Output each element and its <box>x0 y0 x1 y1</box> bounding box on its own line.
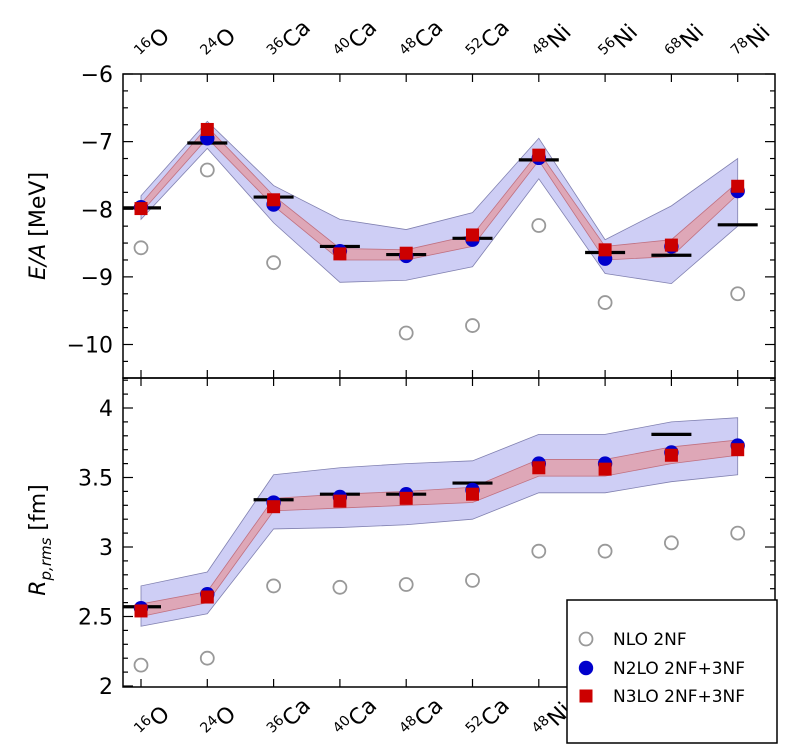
top-n3lo-point <box>267 193 281 207</box>
top-nlo-point <box>730 286 746 302</box>
top-n3lo-point <box>134 202 148 216</box>
bottom-n3lo-point <box>731 443 745 457</box>
top-y-axis-title: E/A [MeV] <box>26 172 51 280</box>
top-n3lo-point <box>731 179 745 193</box>
bottom-n3lo-point <box>333 494 347 508</box>
top-n3lo-point <box>598 243 612 257</box>
top-y-tick-label: −10 <box>67 334 113 359</box>
top-bands <box>140 120 739 285</box>
bottom-nlo-point <box>465 572 480 588</box>
top-n3lo-point <box>200 122 214 136</box>
legend: NLO 2NF N2LO 2NF+3NF N3LO 2NF+3NF <box>566 599 778 744</box>
top-nucleus-label: 56Ni <box>595 19 643 67</box>
bottom-y-tick-label: 2.5 <box>78 606 113 631</box>
top-data-marks <box>123 122 758 341</box>
top-nucleus-label: 52Ca <box>463 14 515 66</box>
top-n3lo-point <box>333 247 347 261</box>
top-nlo-point <box>531 218 547 233</box>
top-nucleus-label: 40Ca <box>330 14 382 66</box>
bottom-y-tick-label: 2 <box>99 675 113 700</box>
legend-label: N3LO 2NF+3NF <box>613 687 745 707</box>
top-n3lo-point <box>664 238 678 252</box>
bottom-nlo-point <box>664 535 679 551</box>
bands-layer <box>140 120 739 627</box>
bottom-n3lo-point <box>399 491 413 505</box>
bottom-nucleus-label: 40Ca <box>330 692 382 744</box>
top-y-tick-label: −6 <box>81 63 113 88</box>
top-nlo-point <box>133 240 149 256</box>
bottom-y-tick-label: 3 <box>99 536 113 561</box>
legend-box <box>566 599 778 744</box>
top-n3lo-point <box>399 246 413 260</box>
bottom-nlo-point <box>730 525 746 541</box>
top-n3lo-point <box>466 228 479 242</box>
top-nlo-point <box>465 318 480 333</box>
legend-marker-n3lo <box>579 689 593 703</box>
top-nucleus-label: 48Ni <box>529 19 577 67</box>
top-nlo-point <box>597 295 613 310</box>
top-nlo-point <box>199 162 215 178</box>
top-nucleus-label: 36Ca <box>264 14 316 66</box>
bottom-nlo-point <box>332 579 348 595</box>
top-y-tick-label: −9 <box>81 266 113 291</box>
bottom-nlo-point <box>199 650 215 666</box>
bottom-nlo-point <box>133 657 149 673</box>
bottom-n3lo-point <box>532 461 546 475</box>
bottom-n3lo-point <box>200 590 214 604</box>
bottom-nlo-point <box>531 543 547 559</box>
top-nucleus-label: 16O <box>131 22 175 66</box>
bottom-nlo-point <box>597 543 613 559</box>
legend-label: NLO 2NF <box>613 630 687 650</box>
bottom-nucleus-label: 16O <box>131 700 175 744</box>
bottom-n3lo-point <box>267 500 281 514</box>
top-nlo-point <box>398 325 414 341</box>
top-y-tick-label: −7 <box>81 131 113 156</box>
legend-marker-nlo <box>578 631 594 647</box>
bottom-n3lo-point <box>664 448 678 462</box>
bottom-n3lo-point <box>134 604 148 618</box>
bottom-data-marks <box>123 432 746 673</box>
bottom-nucleus-label: 52Ca <box>463 692 515 744</box>
top-nucleus-label: 68Ni <box>662 19 710 67</box>
bottom-nlo-point <box>398 577 414 592</box>
bottom-n2lo-uncertainty-band <box>140 417 739 627</box>
top-nucleus-label: 24O <box>197 22 241 66</box>
top-nucleus-label: 78Ni <box>728 19 776 67</box>
bottom-nucleus-label: 48Ca <box>396 692 448 744</box>
top-n3lo-point <box>532 148 546 162</box>
top-y-tick-label: −8 <box>81 198 113 223</box>
top-n2lo-uncertainty-band <box>140 120 739 285</box>
legend-marker-n2lo <box>578 660 594 676</box>
bottom-y-tick-label: 3.5 <box>78 467 113 492</box>
legend-label: N2LO 2NF+3NF <box>613 659 745 679</box>
bottom-y-axis-title: Rp,rms [fm] <box>26 484 55 596</box>
top-nlo-point <box>266 255 282 271</box>
marks-layer <box>123 122 758 673</box>
bottom-n3lo-point <box>598 462 612 476</box>
bottom-nucleus-label: 24O <box>197 700 241 744</box>
axes-layer <box>122 73 776 688</box>
bottom-nlo-point <box>266 578 282 594</box>
bottom-n3lo-point <box>466 487 479 501</box>
bottom-bands <box>140 417 739 627</box>
bottom-nucleus-label: 36Ca <box>264 692 316 744</box>
bottom-y-tick-label: 4 <box>99 397 113 422</box>
top-nucleus-label: 48Ca <box>396 14 448 66</box>
